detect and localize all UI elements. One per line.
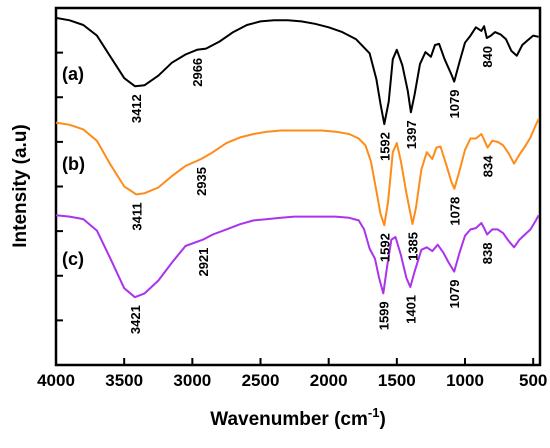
spectrum-line-c	[55, 214, 540, 299]
x-tick-label: 2500	[242, 371, 280, 390]
x-tick-label: 1500	[378, 371, 416, 390]
x-tick-label: 4000	[37, 371, 75, 390]
peak-label: 2935	[194, 167, 209, 196]
x-tick-label: 500	[519, 371, 547, 390]
x-tick-label: 2000	[310, 371, 348, 390]
x-tick-label: 1000	[446, 371, 484, 390]
peak-label: 834	[481, 155, 496, 177]
peak-label: 3412	[129, 94, 144, 123]
peak-label: 1592	[377, 233, 392, 262]
peak-labels: 3412 2966 1592 1397 1079 840 3411 2935 1592 1385 1…	[128, 46, 496, 334]
peak-label: 1397	[404, 120, 419, 149]
peak-label: 1078	[447, 197, 462, 226]
peak-label: 1592	[377, 132, 392, 161]
x-tick-label: 3000	[173, 371, 211, 390]
y-axis-ticks	[56, 51, 63, 322]
peak-label: 840	[480, 46, 495, 68]
peak-label: 1385	[406, 232, 421, 261]
peak-label: 1599	[376, 301, 391, 330]
x-tick-label: 3500	[105, 371, 143, 390]
y-axis-title: Intensity (a.u)	[10, 124, 31, 248]
series-label: (a)	[62, 64, 84, 84]
peak-label: 1079	[447, 280, 462, 309]
peak-label: 838	[480, 242, 495, 264]
series-label: (b)	[62, 154, 85, 174]
peak-label: 1401	[403, 295, 418, 324]
peak-label: 1079	[447, 90, 462, 119]
peak-label: 2966	[190, 58, 205, 87]
peak-label: 3411	[129, 202, 144, 230]
peak-label: 3421	[128, 305, 143, 334]
spectra-curves	[55, 16, 540, 299]
x-axis-ticks: 4000 3500 3000 2500 2000 1500 1000 500	[37, 358, 547, 390]
series-label: (c)	[62, 249, 84, 269]
spectrum-line-a	[55, 16, 539, 126]
peak-label: 2921	[196, 248, 211, 277]
spectrum-line-b	[55, 118, 540, 227]
series-labels: (a) (b) (c)	[62, 64, 85, 269]
x-axis-title: Wavenumber (cm-1)	[210, 405, 386, 430]
